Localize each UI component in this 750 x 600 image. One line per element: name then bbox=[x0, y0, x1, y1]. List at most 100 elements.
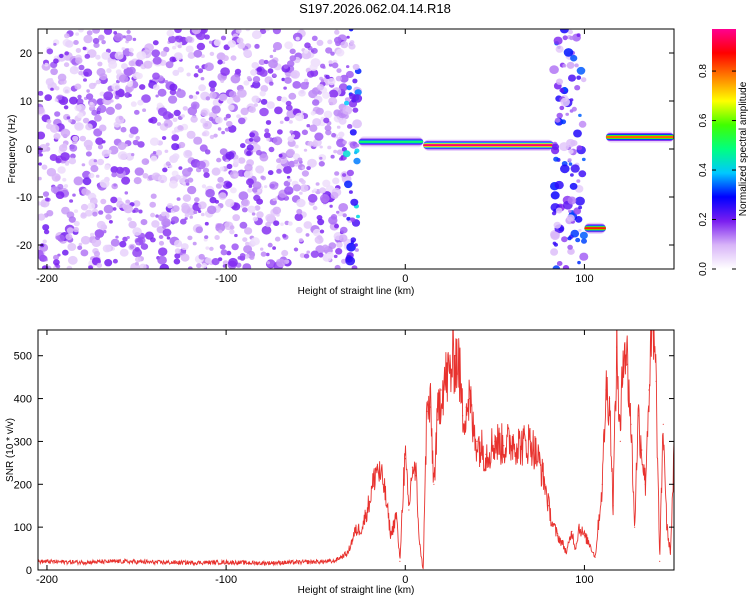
noise-speckle bbox=[110, 196, 118, 204]
noise-speckle bbox=[578, 170, 587, 178]
noise-speckle bbox=[260, 251, 267, 257]
noise-speckle bbox=[330, 191, 339, 199]
snr-data-point bbox=[485, 453, 487, 455]
noise-speckle bbox=[222, 264, 227, 268]
noise-speckle bbox=[307, 158, 317, 168]
noise-speckle bbox=[334, 171, 340, 176]
noise-speckle bbox=[292, 81, 302, 89]
noise-speckle bbox=[330, 51, 335, 56]
snr-data-point bbox=[648, 389, 650, 391]
noise-speckle bbox=[552, 265, 561, 269]
noise-speckle bbox=[182, 106, 188, 111]
noise-speckle bbox=[42, 239, 47, 244]
noise-speckle bbox=[312, 99, 320, 106]
noise-speckle bbox=[182, 168, 192, 177]
noise-speckle bbox=[38, 106, 45, 114]
snr-data-point bbox=[440, 389, 442, 391]
noise-speckle bbox=[338, 131, 345, 138]
noise-speckle bbox=[274, 236, 281, 242]
heatmap-x-axis-label: Height of straight line (km) bbox=[298, 286, 415, 297]
noise-speckle bbox=[327, 78, 336, 86]
noise-speckle bbox=[152, 40, 159, 46]
noise-speckle bbox=[289, 55, 297, 62]
noise-speckle bbox=[315, 107, 324, 115]
noise-speckle bbox=[219, 244, 226, 250]
noise-speckle bbox=[576, 179, 581, 183]
noise-speckle bbox=[102, 229, 107, 234]
noise-speckle bbox=[184, 213, 190, 218]
noise-speckle bbox=[128, 220, 137, 229]
snr-series-line bbox=[38, 330, 674, 570]
noise-speckle bbox=[284, 116, 290, 122]
noise-speckle bbox=[103, 91, 114, 101]
snr-data-point bbox=[530, 440, 532, 442]
noise-speckle bbox=[150, 155, 158, 162]
noise-speckle bbox=[104, 164, 110, 170]
noise-speckle bbox=[352, 119, 362, 129]
noise-speckle bbox=[259, 153, 269, 162]
noise-speckle bbox=[162, 228, 172, 237]
noise-speckle bbox=[287, 60, 295, 68]
noise-speckle bbox=[96, 220, 106, 229]
noise-speckle bbox=[114, 95, 120, 100]
noise-speckle bbox=[187, 185, 197, 195]
noise-speckle bbox=[177, 44, 182, 49]
noise-speckle bbox=[559, 29, 569, 34]
noise-speckle bbox=[256, 149, 262, 156]
noise-speckle bbox=[328, 63, 333, 67]
noise-speckle bbox=[44, 197, 50, 202]
noise-speckle bbox=[85, 209, 93, 217]
noise-speckle bbox=[559, 88, 565, 93]
heatmap-y-tick-label: -20 bbox=[16, 240, 32, 252]
noise-speckle bbox=[288, 160, 296, 168]
noise-speckle bbox=[219, 166, 225, 172]
snr-data-point bbox=[449, 372, 451, 374]
noise-speckle bbox=[316, 39, 324, 47]
noise-speckle bbox=[42, 191, 50, 197]
noise-speckle bbox=[335, 48, 345, 57]
noise-speckle bbox=[174, 239, 183, 248]
noise-speckle bbox=[267, 68, 274, 74]
noise-speckle bbox=[346, 85, 352, 91]
noise-speckle bbox=[222, 55, 229, 62]
noise-speckle bbox=[247, 188, 253, 193]
noise-speckle bbox=[92, 29, 100, 34]
noise-speckle bbox=[168, 180, 178, 189]
noise-speckle bbox=[117, 151, 128, 160]
noise-speckle bbox=[313, 188, 317, 192]
noise-speckle bbox=[265, 120, 272, 125]
noise-speckle bbox=[570, 229, 580, 238]
snr-data-point bbox=[565, 552, 568, 554]
noise-speckle bbox=[66, 227, 74, 234]
noise-speckle bbox=[76, 104, 86, 113]
noise-speckle bbox=[331, 132, 337, 138]
noise-speckle bbox=[112, 258, 118, 264]
noise-speckle bbox=[579, 231, 588, 240]
noise-speckle bbox=[115, 235, 119, 239]
noise-speckle bbox=[322, 91, 330, 99]
noise-speckle bbox=[117, 142, 127, 150]
colorbar-tick-label: 0.4 bbox=[698, 163, 709, 177]
noise-speckle bbox=[169, 56, 176, 63]
noise-speckle bbox=[66, 265, 73, 269]
noise-speckle bbox=[58, 144, 68, 152]
noise-speckle bbox=[264, 128, 270, 133]
noise-speckle bbox=[93, 128, 103, 137]
noise-speckle bbox=[570, 140, 578, 147]
noise-speckle bbox=[246, 76, 252, 81]
noise-speckle bbox=[66, 116, 71, 120]
noise-speckle bbox=[116, 200, 125, 208]
noise-speckle bbox=[168, 35, 177, 44]
snr-data-point bbox=[433, 483, 435, 485]
snr-data-point bbox=[630, 423, 632, 425]
noise-speckle bbox=[53, 133, 61, 140]
noise-speckle bbox=[184, 150, 192, 157]
noise-speckle bbox=[334, 29, 340, 35]
noise-speckle bbox=[291, 134, 295, 138]
noise-speckle bbox=[195, 91, 200, 95]
noise-speckle bbox=[149, 137, 160, 146]
noise-speckle bbox=[260, 85, 269, 93]
noise-speckle bbox=[293, 159, 299, 164]
noise-speckle bbox=[272, 73, 277, 77]
colorbar-tick-label: 0.6 bbox=[698, 113, 709, 127]
